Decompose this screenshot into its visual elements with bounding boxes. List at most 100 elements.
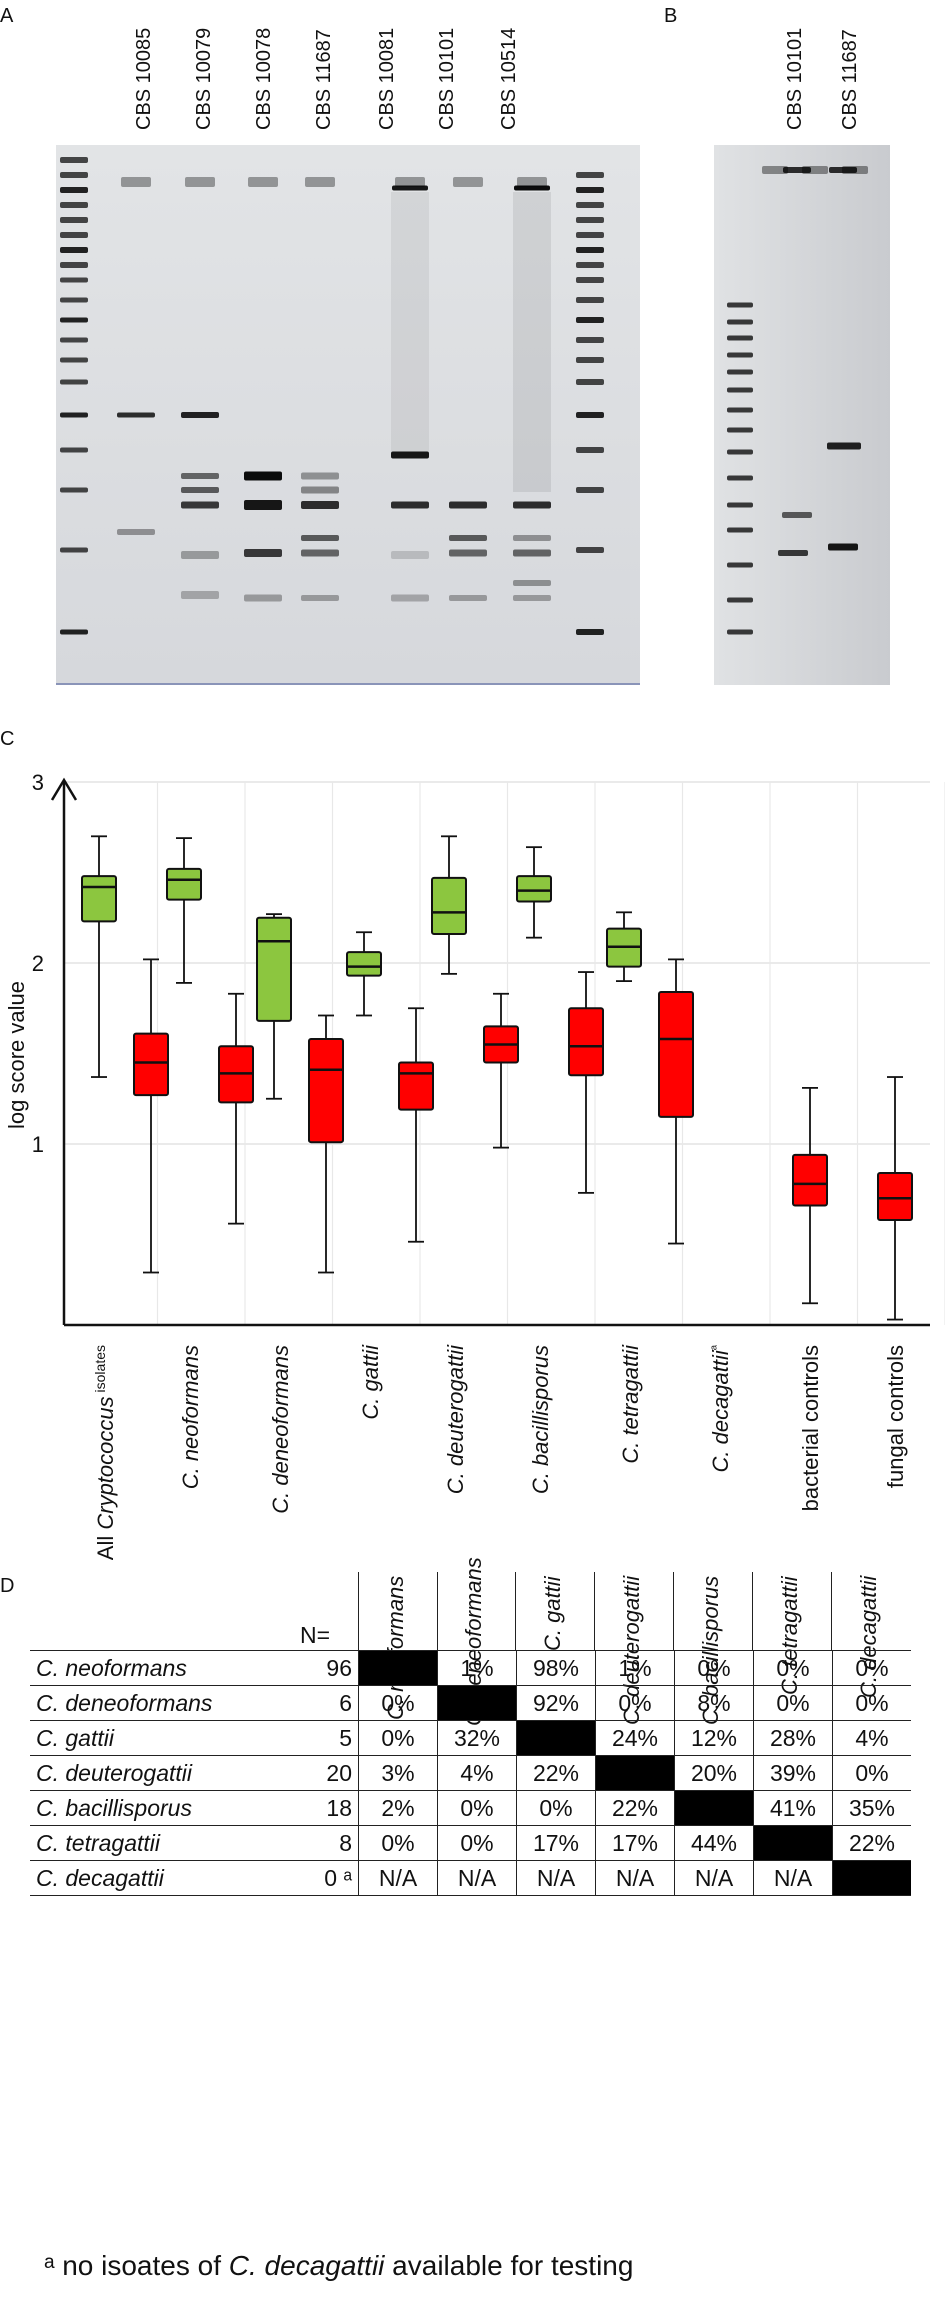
matrix-row: C. gattii 5 0% 32% 24% 12% 28% 4% (30, 1720, 911, 1756)
y-tick-label: 1 (32, 1132, 44, 1157)
x-tick-label: bacterial controls (798, 1345, 823, 1511)
diagonal-cell (674, 1790, 754, 1826)
box-best-match (256, 913, 292, 1100)
ladder-band (60, 277, 88, 283)
smear (391, 192, 429, 452)
dna-band (244, 471, 282, 481)
matrix-cell: 32% (437, 1720, 517, 1756)
gel-a: CBS 10085 CBS 10079 CBS 10078 CBS 11687 CBS … (56, 28, 640, 685)
dna-band (181, 591, 219, 599)
matrix-column-header: C. tetragattii (753, 1572, 832, 1695)
dna-band (778, 550, 808, 556)
dna-band (301, 535, 339, 541)
gel-a-lane-label: CBS 10101 (436, 28, 458, 130)
dna-band (449, 595, 487, 601)
diagonal-cell (437, 1685, 517, 1721)
x-tick-label: C. neoformans (178, 1345, 203, 1489)
matrix-cell: 41% (753, 1790, 833, 1826)
ladder-band (727, 407, 753, 413)
matrix-cell: 0% (358, 1825, 438, 1861)
gel-a-lane-label: CBS 10078 (253, 28, 275, 130)
matrix-cell: 0% (753, 1650, 833, 1686)
y-axis-arrow-icon (50, 777, 78, 801)
ladder-band (60, 232, 88, 238)
gel-b: CBS 10101 CBS 11687 (714, 28, 890, 685)
matrix-cell: 17% (595, 1825, 675, 1861)
well-band (829, 167, 857, 173)
matrix-cell: 0% (674, 1650, 754, 1686)
dna-band (181, 412, 219, 418)
matrix-cell: 1% (437, 1650, 517, 1686)
matrix-cell: 0% (437, 1790, 517, 1826)
matrix-cell: 22% (832, 1825, 911, 1861)
matrix-cell: 20% (674, 1755, 754, 1791)
box (398, 1061, 434, 1111)
row-n: 20 (281, 1755, 359, 1791)
diagonal-cell (516, 1720, 596, 1756)
matrix-cell: 0% (832, 1685, 911, 1721)
ladder-band (727, 597, 753, 603)
box-best-match (166, 837, 202, 984)
box-best-match (516, 846, 552, 939)
dna-band (391, 501, 429, 509)
ladder-band (576, 547, 604, 553)
box (81, 875, 117, 923)
matrix-row: C. deneoformans 6 0% 92% 0% 8% 0% 0% (30, 1685, 911, 1721)
matrix-cell: N/A (358, 1860, 438, 1896)
matrix-column-header: C. bacillisporus (674, 1572, 753, 1725)
ladder-band (60, 157, 88, 163)
box-second-match (568, 971, 604, 1194)
ladder-band (60, 217, 88, 223)
dna-band (513, 501, 551, 509)
box-second-match (133, 958, 169, 1274)
matrix-cell: 2% (358, 1790, 438, 1826)
dna-band (301, 595, 339, 601)
x-tick-label: C. tetragattii (618, 1344, 643, 1464)
ladder-band (60, 297, 88, 303)
ladder-band (576, 297, 604, 303)
row-species: C. tetragattii (30, 1825, 281, 1861)
ladder-band (576, 202, 604, 208)
row-species: C. gattii (30, 1720, 281, 1756)
gel-a-lane-label: CBS 10081 (376, 28, 398, 130)
x-tick-label: C. gattii (358, 1344, 383, 1420)
box-second-match (877, 1076, 913, 1321)
matrix-cell: 4% (437, 1755, 517, 1791)
dna-band (449, 535, 487, 541)
matrix-cell: 39% (753, 1755, 833, 1791)
row-n: 5 (281, 1720, 359, 1756)
matrix-column-header: C. neoformans (358, 1572, 438, 1720)
ladder-band (60, 447, 88, 453)
matrix-cell: 0% (358, 1720, 438, 1756)
matrix-column-header: C. gattii (516, 1572, 595, 1651)
dna-band (117, 529, 155, 535)
panel-label-b: B (664, 5, 677, 27)
boxplot-chart: log score value 1 2 3 All Cryptococcus iso… (4, 770, 945, 1560)
gel-a-lane-label: CBS 10079 (193, 28, 215, 130)
box (346, 951, 382, 977)
dna-band (782, 512, 812, 518)
row-species: C. deneoformans (30, 1685, 281, 1721)
row-species: C. bacillisporus (30, 1790, 281, 1826)
box-second-match (483, 992, 519, 1149)
matrix-cell: 1% (595, 1650, 675, 1686)
dna-band (513, 580, 551, 586)
ladder-band (727, 527, 753, 533)
matrix-cell: 0% (358, 1685, 438, 1721)
matrix-cell: N/A (674, 1860, 754, 1896)
ladder-band (60, 172, 88, 178)
ladder-band (576, 277, 604, 283)
ladder-band (60, 202, 88, 208)
diagonal-cell (358, 1650, 438, 1686)
well-band (514, 185, 550, 191)
x-tick-label: fungal controls (883, 1345, 908, 1488)
panel-label-a: A (0, 5, 14, 27)
dna-band (828, 543, 858, 551)
well (185, 177, 215, 187)
dna-band (181, 551, 219, 559)
box (568, 1007, 604, 1077)
ladder-band (60, 379, 88, 385)
box (256, 916, 292, 1022)
ladder-band (60, 547, 88, 553)
smear (513, 192, 551, 492)
